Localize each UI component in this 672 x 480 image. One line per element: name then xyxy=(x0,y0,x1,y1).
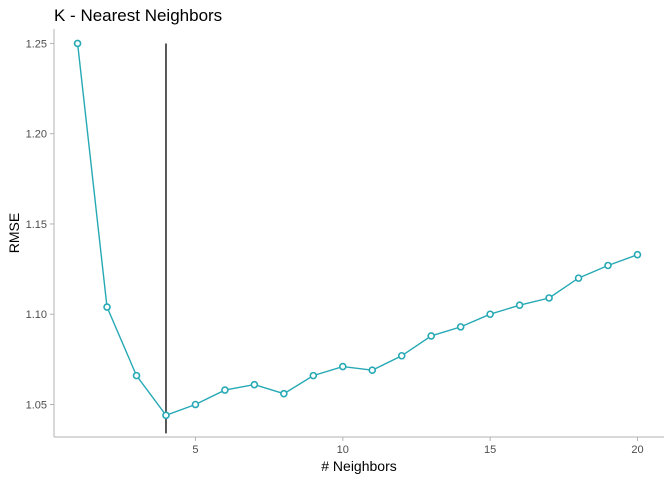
rmse-data-point xyxy=(545,294,553,302)
y-tick-label: 1.15 xyxy=(26,219,47,231)
rmse-data-point xyxy=(633,250,642,259)
x-axis-title: # Neighbors xyxy=(321,458,397,474)
rmse-data-point xyxy=(515,301,524,310)
rmse-data-point xyxy=(486,310,494,319)
x-axis-ticks: 5 10 15 20 xyxy=(192,437,644,456)
rmse-data-point xyxy=(574,274,583,282)
rmse-data-point xyxy=(309,371,318,380)
plot-area xyxy=(73,39,642,434)
rmse-data-point xyxy=(427,332,435,340)
rmse-series-line xyxy=(76,43,638,417)
rmse-data-point xyxy=(280,389,288,398)
rmse-data-point xyxy=(250,380,259,389)
rmse-data-point xyxy=(456,323,465,331)
y-tick-label: 1.05 xyxy=(26,400,47,412)
x-tick-label: 20 xyxy=(631,444,643,456)
y-tick-label: 1.10 xyxy=(26,309,47,321)
y-axis-ticks: 1.05 1.10 1.15 1.20 1.25 xyxy=(26,38,54,412)
rmse-data-point xyxy=(368,366,377,375)
rmse-data-point xyxy=(604,261,612,270)
rmse-data-point xyxy=(221,386,229,394)
rmse-data-point xyxy=(132,371,141,380)
y-tick-label: 1.20 xyxy=(26,129,47,141)
x-tick-label: 10 xyxy=(337,444,349,456)
rmse-data-point xyxy=(162,411,170,420)
rmse-data-point xyxy=(397,351,406,360)
rmse-data-point xyxy=(191,400,200,409)
chart-title: K - Nearest Neighbors xyxy=(54,6,222,25)
rmse-data-point xyxy=(103,303,111,311)
rmse-data-point xyxy=(73,39,82,48)
y-tick-label: 1.25 xyxy=(26,38,47,50)
y-axis-title: RMSE xyxy=(6,213,22,253)
x-tick-label: 5 xyxy=(192,444,198,456)
rmse-data-point xyxy=(338,362,347,371)
x-tick-label: 15 xyxy=(484,444,496,456)
